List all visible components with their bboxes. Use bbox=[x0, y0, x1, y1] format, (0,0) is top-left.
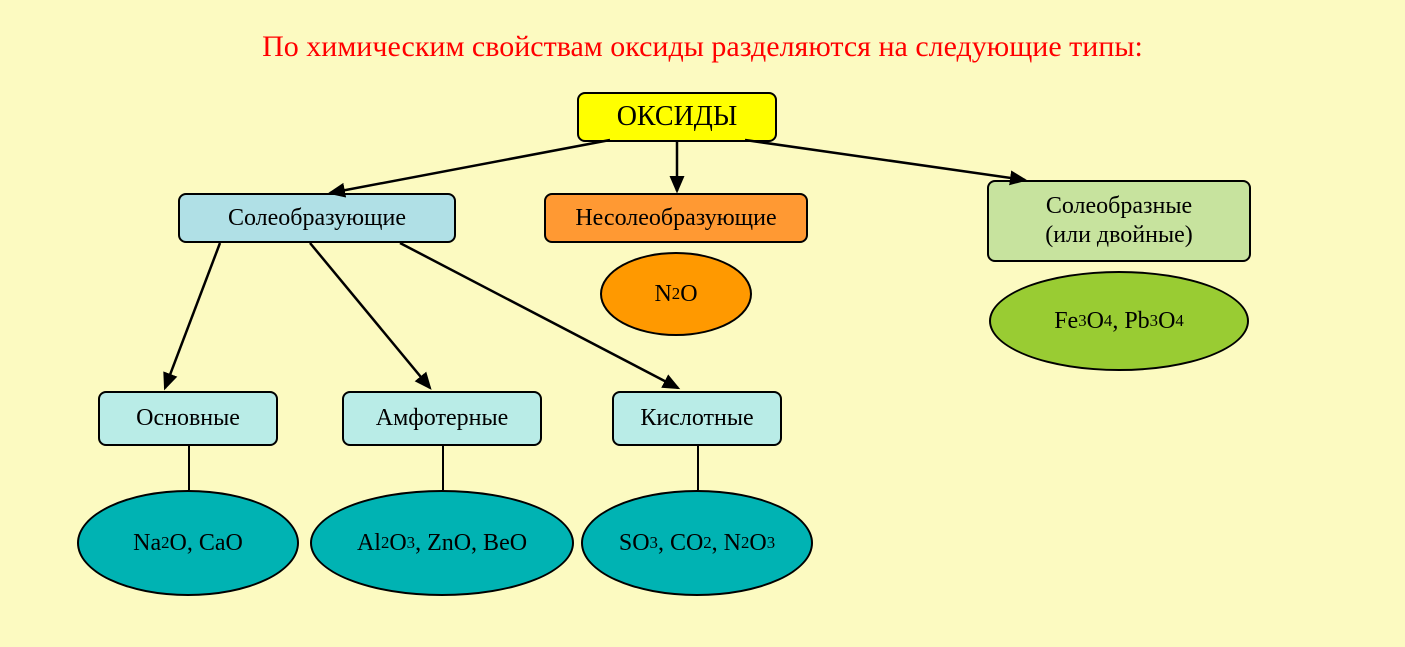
node-basic: Основные bbox=[98, 391, 278, 446]
node-salt: Солеобразующие bbox=[178, 193, 456, 243]
node-nonsalt: Несолеобразующие bbox=[544, 193, 808, 243]
node-basic-example: Na2O, CaO bbox=[77, 490, 299, 596]
node-nonsalt-example: N2O bbox=[600, 252, 752, 336]
node-double: Солеобразные(или двойные) bbox=[987, 180, 1251, 262]
node-amphoteric: Амфотерные bbox=[342, 391, 542, 446]
node-ampho-example: Al2O3, ZnO, BeO bbox=[310, 490, 574, 596]
node-acidic: Кислотные bbox=[612, 391, 782, 446]
connector bbox=[697, 446, 699, 490]
node-double-example: Fe3O4, Pb3O4 bbox=[989, 271, 1249, 371]
node-root: ОКСИДЫ bbox=[577, 92, 777, 142]
connector bbox=[442, 446, 444, 490]
connector bbox=[188, 446, 190, 490]
node-acid-example: SO3, CO2, N2O3 bbox=[581, 490, 813, 596]
page-title: По химическим свойствам оксиды разделяют… bbox=[0, 30, 1405, 64]
